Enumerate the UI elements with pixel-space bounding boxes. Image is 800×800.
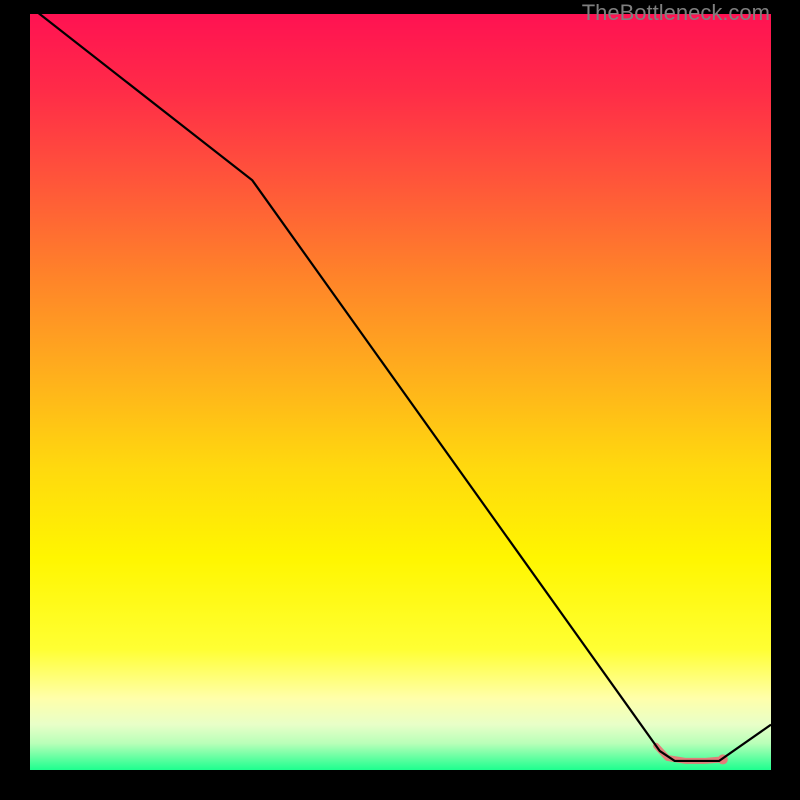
- chart-canvas: TheBottleneck.com: [0, 0, 800, 800]
- watermark-text: TheBottleneck.com: [582, 0, 770, 26]
- gradient-background: [30, 14, 771, 770]
- plot-svg: [30, 14, 771, 770]
- plot-area: [30, 14, 771, 770]
